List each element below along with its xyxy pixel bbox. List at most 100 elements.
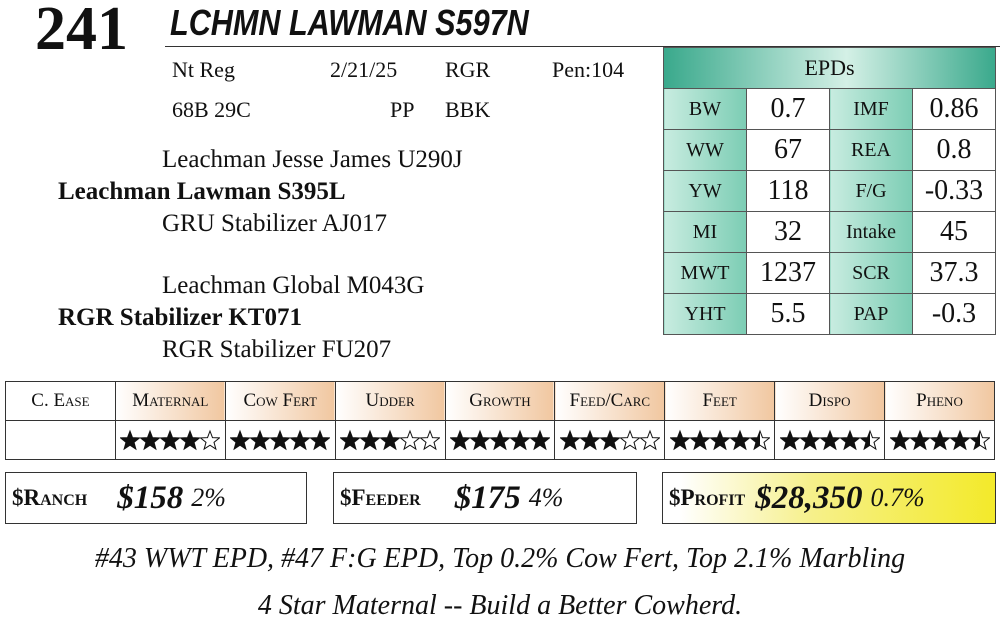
epd-value: 0.86 [912, 88, 996, 130]
epd-value: 0.8 [912, 129, 996, 171]
epd-row: MI 32 Intake 45 [663, 211, 996, 253]
star-fill [750, 431, 760, 450]
rating-cell [5, 420, 116, 460]
star-outline [618, 429, 641, 451]
epd-row: MWT 1237 SCR 37.3 [663, 252, 996, 294]
star-fill [510, 431, 530, 450]
info: Nt Reg [172, 57, 235, 82]
star-fill [180, 431, 200, 450]
info: BBK [445, 97, 491, 122]
rating-cell [334, 420, 446, 460]
star-fill [530, 431, 550, 450]
index-pct: 0.7% [870, 483, 925, 512]
sire-sire: Leachman Jesse James U290J [162, 146, 463, 173]
index-label: $Ranch [12, 485, 88, 510]
star-rating [669, 429, 770, 451]
info: RGR [445, 57, 491, 82]
epd-value: 5.5 [746, 293, 830, 335]
star-fill [490, 431, 510, 450]
star-rating [340, 429, 441, 451]
rating-header: Cow Fert [224, 381, 336, 421]
epd-label: SCR [829, 252, 913, 294]
epd-label: WW [663, 129, 747, 171]
index-pct: 4% [528, 483, 564, 512]
epd-value: 118 [746, 170, 830, 212]
epd-row: BW 0.7 IMF 0.86 [663, 88, 996, 130]
star-fill [949, 431, 970, 450]
rating-header: Pheno [884, 381, 995, 421]
star-fill [730, 431, 750, 450]
star-rating [449, 429, 550, 451]
dam-sire: Leachman Global M043G [162, 272, 425, 299]
epd-header-row: EPDs [663, 47, 996, 89]
index-pct: 2% [191, 483, 226, 512]
star-fill [230, 431, 250, 450]
ratings-header-row: C. Ease Maternal Cow Fert Udder Growth Feed/C… [5, 381, 995, 421]
epd-value: 45 [912, 211, 996, 253]
epd-title: EPDs [663, 47, 996, 89]
index-box: $Feeder $175 4% [333, 472, 637, 524]
star-fill [860, 431, 870, 450]
star-fill [470, 431, 490, 450]
index-label: $Feeder [340, 485, 421, 510]
epd-value: -0.33 [912, 170, 996, 212]
star-outline [638, 429, 660, 451]
index-value: $175 [454, 479, 521, 516]
star-fill [670, 431, 690, 450]
epd-row: YW 118 F/G -0.33 [663, 170, 996, 212]
rating-cell [774, 420, 885, 460]
star-fill [909, 431, 930, 450]
animal-name: LCHMN LAWMAN S597N [170, 2, 529, 43]
epd-value: 32 [746, 211, 830, 253]
rating-cell [224, 420, 336, 460]
epd-row: WW 67 REA 0.8 [663, 129, 996, 171]
star-fill [340, 431, 360, 450]
star-fill [889, 431, 910, 450]
star-outline [199, 429, 221, 451]
star-fill [380, 431, 400, 450]
star-fill [120, 431, 140, 450]
rating-header: Growth [444, 381, 556, 421]
info: PP [390, 97, 415, 122]
star-rating [120, 429, 221, 451]
star-fill [600, 431, 620, 450]
note: #43 WWT EPD, #47 F:G EPD, Top 0.2% Cow F… [94, 543, 906, 574]
lot-number: 241 [35, 0, 128, 63]
info: Pen:104 [552, 57, 625, 82]
dam-dam: RGR Stabilizer FU207 [162, 336, 392, 363]
star-fill [969, 431, 980, 450]
star-outline [419, 429, 441, 451]
epd-label: MI [663, 211, 747, 253]
index-box: $Profit $28,350 0.7% [662, 472, 996, 524]
rating-header: Udder [334, 381, 446, 421]
info: 68B 29C [172, 97, 251, 122]
rating-cell [114, 420, 226, 460]
star-fill [800, 431, 820, 450]
epd-label: PAP [829, 293, 913, 335]
star-rating [779, 429, 880, 451]
ratings-table: C. Ease Maternal Cow Fert Udder Growth Feed/C… [5, 381, 995, 460]
epd-row: YHT 5.5 PAP -0.3 [663, 293, 996, 335]
epd-label: F/G [829, 170, 913, 212]
star-fill [580, 431, 600, 450]
index-value: $158 [117, 479, 184, 516]
dam: RGR Stabilizer KT071 [58, 304, 302, 331]
star-outline [399, 429, 421, 451]
epd-value: 1237 [746, 252, 830, 294]
rating-cell [554, 420, 666, 460]
rating-header: Feed/Carc [554, 381, 666, 421]
star-rating [889, 429, 990, 451]
rating-header: Feet [664, 381, 776, 421]
star-fill [820, 431, 840, 450]
index-box: $Ranch $158 2% [5, 472, 307, 524]
star-fill [160, 431, 180, 450]
star-fill [250, 431, 270, 450]
epd-label: Intake [829, 211, 913, 253]
star-fill [360, 431, 380, 450]
epd-value: -0.3 [912, 293, 996, 335]
star-fill [140, 431, 160, 450]
rating-header: Maternal [114, 381, 226, 421]
star-fill [840, 431, 860, 450]
epd-value: 37.3 [912, 252, 996, 294]
star-fill [929, 431, 950, 450]
